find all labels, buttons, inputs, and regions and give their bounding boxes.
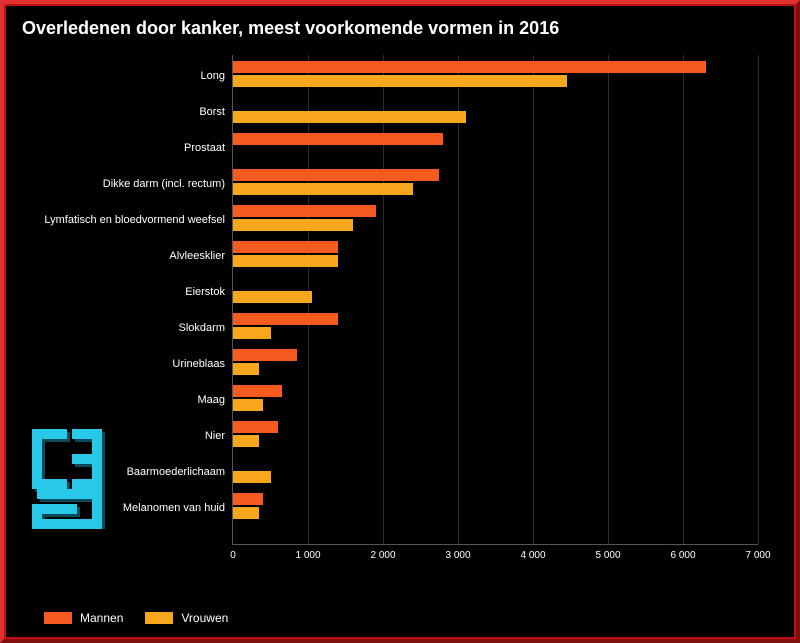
category-label: Maag <box>197 395 225 406</box>
chart-row: Borst <box>233 97 758 123</box>
x-tick-label: 2 000 <box>370 550 395 561</box>
bar-mannen <box>233 169 439 181</box>
bar-mannen <box>233 421 278 433</box>
chart: 0 1 000 2 000 3 000 4 000 5 000 6 000 7 000 Long… <box>22 55 778 575</box>
chart-row: Eierstok <box>233 277 758 303</box>
bar-mannen <box>233 133 443 145</box>
cbs-logo <box>32 429 132 529</box>
category-label: Urineblaas <box>172 359 225 370</box>
category-label: Slokdarm <box>179 323 225 334</box>
chart-row: Melanomen van huid <box>233 493 758 519</box>
x-tick-label: 3 000 <box>445 550 470 561</box>
x-tick-label: 5 000 <box>595 550 620 561</box>
frame: Overledenen door kanker, meest voorkomen… <box>0 0 800 643</box>
chart-row: Baarmoederlichaam <box>233 457 758 483</box>
bar-mannen <box>233 349 297 361</box>
bar-vrouwen <box>233 399 263 411</box>
category-label: Long <box>201 71 225 82</box>
x-tick-label: 0 <box>230 550 236 561</box>
chart-row: Prostaat <box>233 133 758 159</box>
legend-swatch-mannen <box>44 612 72 624</box>
bar-mannen <box>233 241 338 253</box>
chart-row: Urineblaas <box>233 349 758 375</box>
bar-vrouwen <box>233 327 271 339</box>
bar-mannen <box>233 205 376 217</box>
category-label: Prostaat <box>184 143 225 154</box>
category-label: Alvleesklier <box>169 251 225 262</box>
plot-area: 01 0002 0003 0004 0005 0006 0007 000Long… <box>232 55 758 545</box>
category-label: Melanomen van huid <box>123 503 225 514</box>
category-label: Dikke darm (incl. rectum) <box>103 179 225 190</box>
bar-vrouwen <box>233 471 271 483</box>
bar-vrouwen <box>233 183 413 195</box>
bar-vrouwen <box>233 507 259 519</box>
category-label: Eierstok <box>185 287 225 298</box>
category-label: Nier <box>205 431 225 442</box>
chart-row: Long <box>233 61 758 87</box>
x-tick-label: 1 000 <box>295 550 320 561</box>
legend-label-vrouwen: Vrouwen <box>181 611 228 625</box>
legend: Mannen Vrouwen <box>44 611 228 625</box>
chart-row: Alvleesklier <box>233 241 758 267</box>
category-label: Lymfatisch en bloedvormend weefsel <box>44 215 225 226</box>
x-tick-label: 6 000 <box>670 550 695 561</box>
bar-vrouwen <box>233 435 259 447</box>
chart-title: Overledenen door kanker, meest voorkomen… <box>22 18 778 39</box>
x-tick-label: 4 000 <box>520 550 545 561</box>
chart-row: Dikke darm (incl. rectum) <box>233 169 758 195</box>
bar-mannen <box>233 493 263 505</box>
x-tick-label: 7 000 <box>745 550 770 561</box>
bar-mannen <box>233 61 706 73</box>
bar-vrouwen <box>233 255 338 267</box>
gridline <box>758 55 759 544</box>
bar-mannen <box>233 385 282 397</box>
bar-vrouwen <box>233 219 353 231</box>
bar-mannen <box>233 313 338 325</box>
chart-row: Maag <box>233 385 758 411</box>
chart-row: Lymfatisch en bloedvormend weefsel <box>233 205 758 231</box>
bar-vrouwen <box>233 363 259 375</box>
bar-vrouwen <box>233 75 567 87</box>
category-label: Borst <box>199 107 225 118</box>
legend-item-mannen: Mannen <box>44 611 123 625</box>
chart-row: Slokdarm <box>233 313 758 339</box>
category-label: Baarmoederlichaam <box>127 467 225 478</box>
legend-swatch-vrouwen <box>145 612 173 624</box>
bar-vrouwen <box>233 291 312 303</box>
legend-item-vrouwen: Vrouwen <box>145 611 228 625</box>
bar-vrouwen <box>233 111 466 123</box>
chart-row: Nier <box>233 421 758 447</box>
legend-label-mannen: Mannen <box>80 611 123 625</box>
